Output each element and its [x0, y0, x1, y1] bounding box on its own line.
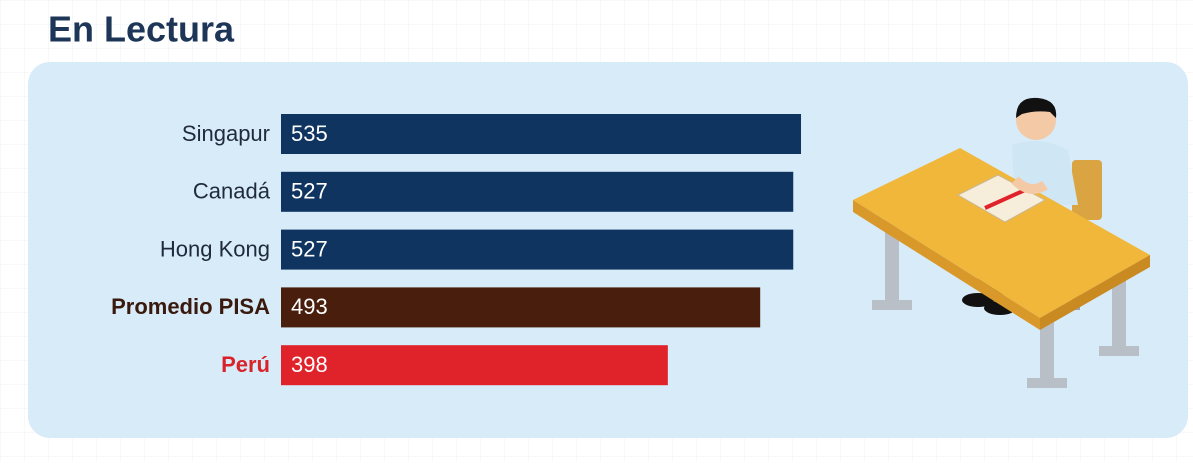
bar — [281, 345, 668, 386]
category-label: Perú — [221, 352, 270, 377]
value-label: 493 — [291, 294, 328, 319]
category-label: Singapur — [182, 121, 270, 146]
value-label: 527 — [291, 236, 328, 261]
bar — [281, 114, 802, 154]
category-label: Promedio PISA — [111, 294, 270, 319]
bar — [281, 171, 794, 212]
value-label: 398 — [291, 352, 328, 377]
bar — [281, 229, 794, 270]
category-label: Hong Kong — [160, 236, 270, 261]
value-label: 527 — [291, 179, 328, 204]
illustration — [853, 97, 1150, 388]
value-label: 535 — [291, 121, 328, 146]
category-label: Canadá — [193, 179, 271, 204]
chart-title: En Lectura — [48, 9, 235, 50]
bar — [281, 287, 761, 328]
